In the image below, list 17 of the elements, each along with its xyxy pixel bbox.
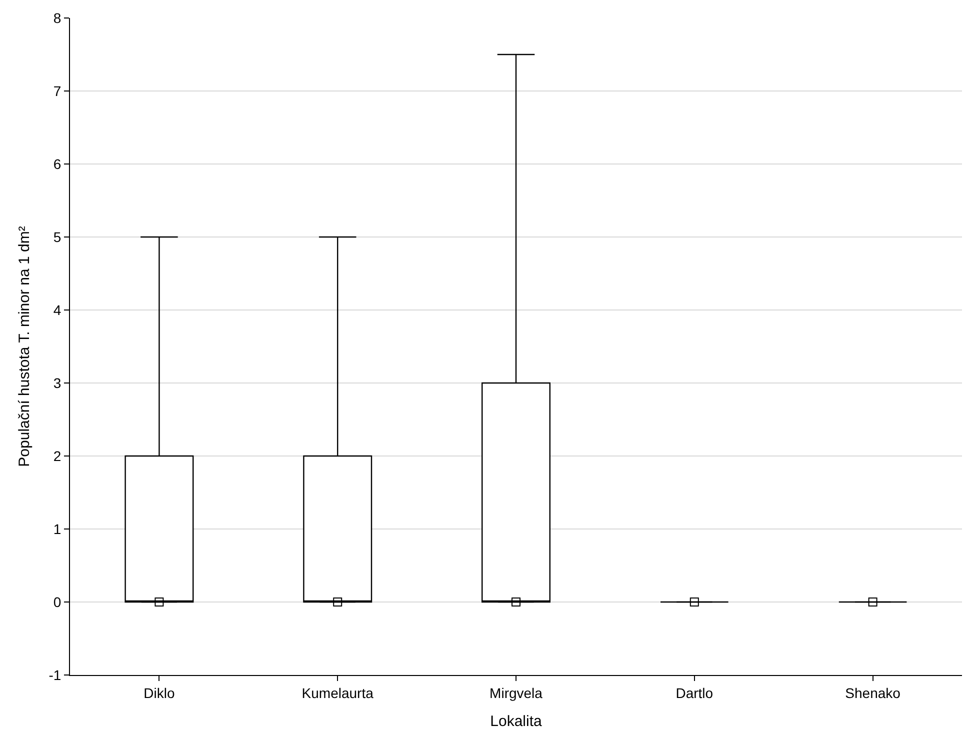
y-tick-label: 5 xyxy=(53,228,62,245)
x-axis-title: Lokalita xyxy=(490,712,543,730)
x-tick-label: Shenako xyxy=(845,684,901,701)
y-tick-label: 7 xyxy=(53,82,62,99)
y-tick-label: 1 xyxy=(53,520,62,537)
x-tick-label: Kumelaurta xyxy=(302,684,374,701)
y-axis-title: Populační hustota T. minor na 1 dm² xyxy=(16,226,33,467)
y-tick-label: 0 xyxy=(53,594,62,610)
y-tick-label: 8 xyxy=(53,10,62,26)
x-tick-label: Diklo xyxy=(144,684,175,701)
y-tick-label: 3 xyxy=(53,374,62,391)
x-tick-label: Dartlo xyxy=(676,684,714,701)
y-tick-label: 4 xyxy=(53,302,62,318)
y-tick-label: 6 xyxy=(53,156,62,172)
y-tick-label: -1 xyxy=(48,666,62,683)
y-tick-label: 2 xyxy=(53,448,62,464)
x-tick-label: Mirgvela xyxy=(490,684,543,701)
